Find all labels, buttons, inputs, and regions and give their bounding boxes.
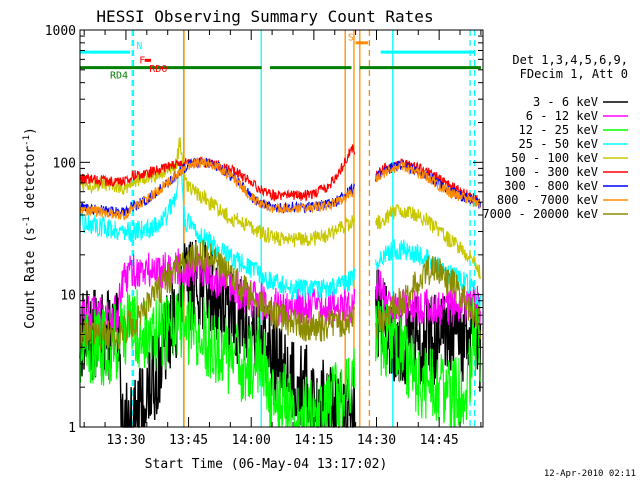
y-axis-label: Count Rate (s-1 detector-1) — [22, 127, 38, 329]
annotation-n: N — [136, 41, 142, 52]
x-tick-label-14-45: 14:45 — [420, 433, 459, 448]
x-axis-label: Start Time (06-May-04 13:17:02) — [145, 457, 388, 472]
y-axis-label-part: ) — [23, 127, 38, 135]
x-tick-label-13-30: 13:30 — [106, 433, 145, 448]
chart-title: HESSI Observing Summary Count Rates — [96, 7, 433, 26]
y-tick-label-1: 1 — [68, 421, 76, 436]
legend-label-7000-20000-kev: 7000 - 20000 keV — [482, 207, 598, 221]
series-50-100-kev-line-2 — [375, 204, 481, 280]
legend-label-800-7000-kev: 800 - 7000 keV — [497, 193, 598, 207]
y-tick-label-10: 10 — [60, 289, 76, 304]
legend-label-25-50-kev: 25 - 50 keV — [519, 137, 598, 151]
y-axis-label-superscript: -1 — [22, 216, 32, 227]
series-50-100-kev-line-1 — [79, 137, 356, 248]
legend-label-100-300-kev: 100 - 300 keV — [504, 165, 598, 179]
series-lines — [79, 137, 482, 428]
annotation-s: S — [348, 33, 354, 44]
series-7000-20000-kev-line-2 — [375, 255, 481, 340]
annotation-rd4: RD4 — [110, 71, 128, 82]
series-12-25-kev-line-1 — [79, 281, 356, 428]
y-tick-label-1000: 1000 — [45, 24, 76, 39]
plot-frame — [79, 29, 484, 428]
series-25-50-kev-line-1 — [79, 161, 356, 300]
legend-label-12-25-kev: 12 - 25 keV — [519, 123, 598, 137]
annotation-rd0: RD0 — [149, 64, 167, 75]
y-axis-label-part: detector — [23, 146, 38, 217]
flag-bars: NF RD0 RD4 S — [80, 33, 481, 82]
legend-label-300-800-kev: 300 - 800 keV — [504, 179, 598, 193]
series-12-25-kev-line-2 — [375, 296, 481, 428]
legend-label-50-100-kev: 50 - 100 keV — [511, 151, 598, 165]
x-tick-label-14-15: 14:15 — [294, 433, 333, 448]
x-tick-label-13-45: 13:45 — [169, 433, 208, 448]
legend-label-6-12-kev: 6 - 12 keV — [526, 109, 598, 123]
annotation-f: F — [139, 55, 145, 66]
series-800-7000-kev-line-1 — [79, 156, 355, 221]
axes: 1 10 100 1000 13:30 13:45 14:00 14:15 14:30 14:45 — [45, 24, 484, 448]
series-7000-20000-kev-line-1 — [79, 240, 356, 351]
y-axis-label-part: Count Rate (s — [23, 227, 38, 329]
legend: Det 1,3,4,5,6,9,FDecim 1, Att 0 3 - 6 keV… — [482, 53, 628, 221]
legend-header-line-1: Det 1,3,4,5,6,9, — [512, 53, 628, 67]
y-axis-label-text: Count Rate (s-1 detector-1) — [22, 127, 38, 329]
legend-header-line-2: FDecim 1, Att 0 — [520, 67, 628, 81]
x-tick-label-14-00: 14:00 — [232, 433, 271, 448]
x-tick-label-14-30: 14:30 — [357, 433, 396, 448]
y-tick-label-100: 100 — [53, 156, 76, 171]
series-800-7000-kev-line-2 — [375, 160, 481, 209]
footer-stamp: 12-Apr-2010 02:11 — [544, 469, 636, 479]
legend-label-3-6-kev: 3 - 6 keV — [533, 95, 598, 109]
y-axis-label-superscript: -1 — [22, 135, 32, 146]
